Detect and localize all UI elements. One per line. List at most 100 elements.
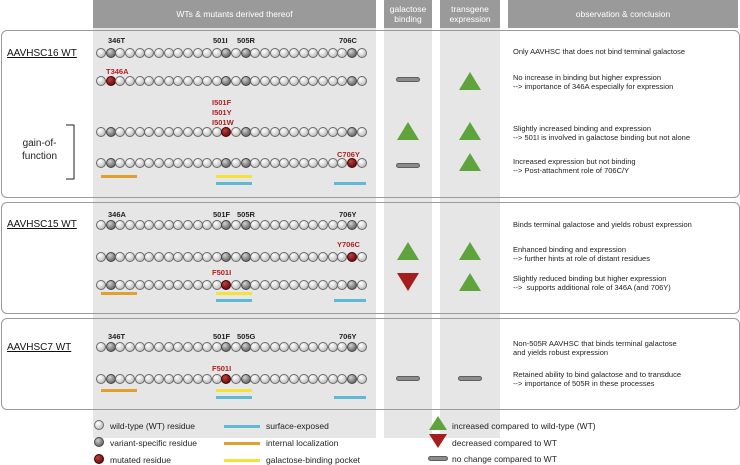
- wt-residue-bead: [279, 342, 290, 352]
- wt-residue-bead: [125, 158, 135, 168]
- variant-residue-bead: [240, 158, 251, 168]
- variant-residue-bead: [346, 220, 357, 230]
- legend-surface: surface-exposed: [266, 421, 329, 431]
- surface-bar: [334, 182, 366, 185]
- wt-residue-bead: [96, 280, 106, 290]
- pos-label: 501I: [213, 36, 228, 45]
- variant-residue-bead: [346, 342, 357, 352]
- wt-residue-bead: [279, 374, 290, 384]
- mutated-residue-bead: [105, 76, 116, 86]
- header-wts: WTs & mutants derived thereof: [93, 0, 376, 28]
- wt-residue-bead: [337, 252, 348, 262]
- wt-residue-bead: [318, 76, 328, 86]
- wt-residue-bead: [153, 252, 164, 262]
- mutated-residue-bead: [346, 158, 357, 168]
- wt-residue-bead: [337, 48, 348, 58]
- header-wts-label: WTs & mutants derived thereof: [176, 9, 293, 19]
- wt-residue-bead: [356, 127, 367, 137]
- wt-residue-bead: [308, 252, 319, 262]
- wt-residue-bead: [192, 280, 203, 290]
- wt-residue-bead: [260, 280, 271, 290]
- wt-residue-bead: [211, 374, 222, 384]
- variant-residue-bead: [240, 220, 251, 230]
- pos-label: 501F: [213, 332, 231, 341]
- variant-residue-bead: [105, 252, 116, 262]
- wts-column-bg: [93, 28, 376, 438]
- header-observation-label: observation & conclusion: [575, 9, 671, 19]
- wt-residue-bead: [308, 48, 319, 58]
- wt-residue-bead: [182, 76, 193, 86]
- variant-residue-bead: [221, 220, 232, 230]
- panel-name-aavhsc7: AAVHSC7 WT: [7, 342, 72, 353]
- variant-residue-bead: [240, 252, 251, 262]
- legend-variant-residue: variant-specific residue: [110, 438, 197, 448]
- wt-residue-bead: [182, 374, 193, 384]
- wt-residue-bead: [163, 76, 174, 86]
- wt-residue-bead: [289, 252, 299, 262]
- wt-residue-bead: [211, 252, 222, 262]
- wt-residue-bead: [356, 220, 367, 230]
- wt-residue-bead: [260, 252, 271, 262]
- pocket-bar: [216, 389, 252, 392]
- wt-residue-bead: [318, 48, 328, 58]
- variant-residue-bead: [221, 48, 232, 58]
- wt-residue-bead: [298, 127, 309, 137]
- wt-residue-bead: [96, 252, 106, 262]
- wt-residue-bead: [250, 342, 261, 352]
- wt-residue-bead: [211, 48, 222, 58]
- mutation-label: I501Y: [212, 108, 232, 117]
- wt-residue-bead: [182, 252, 193, 262]
- variant-residue-bead: [346, 280, 357, 290]
- wt-residue-bead: [269, 48, 280, 58]
- legend-internal-swatch: [224, 442, 260, 445]
- wt-residue-bead: [115, 220, 126, 230]
- wt-residue-bead: [163, 220, 174, 230]
- wt-residue-bead: [173, 342, 184, 352]
- transgene-column-bg: [440, 28, 500, 438]
- wt-residue-bead: [308, 127, 319, 137]
- pos-label: 706C: [339, 36, 357, 45]
- wt-residue-bead: [163, 127, 174, 137]
- wt-residue-bead: [96, 127, 106, 137]
- wt-residue-bead: [269, 342, 280, 352]
- mutation-label: I501W: [212, 118, 234, 127]
- wt-residue-bead: [279, 220, 290, 230]
- legend-pocket: galactose-binding pocket: [266, 455, 361, 465]
- wt-residue-bead: [250, 280, 261, 290]
- wt-residue-bead: [250, 76, 261, 86]
- wt-residue-bead: [202, 76, 213, 86]
- wt-residue-bead: [327, 76, 338, 86]
- wt-residue-bead: [163, 252, 174, 262]
- legend-mutated-residue: mutated residue: [110, 455, 171, 465]
- wt-residue-bead: [125, 76, 135, 86]
- wt-residue-bead: [298, 158, 309, 168]
- wt-residue-bead: [134, 280, 145, 290]
- wt-residue-bead: [279, 127, 290, 137]
- mutation-label: F501I: [212, 364, 232, 373]
- pos-label: 346T: [108, 36, 126, 45]
- wt-residue-bead: [318, 158, 328, 168]
- wt-residue-bead: [289, 220, 299, 230]
- header-transgene: transgene expression: [440, 0, 500, 28]
- legend-internal: internal localization: [266, 438, 339, 448]
- wt-residue-bead: [144, 252, 155, 262]
- pos-label: 346A: [108, 210, 126, 219]
- wt-residue-bead: [153, 342, 164, 352]
- wt-residue-bead: [269, 127, 280, 137]
- mutation-label: F501I: [212, 268, 232, 277]
- wt-residue-bead: [125, 374, 135, 384]
- observation-text: Slightly increased binding and expressio…: [513, 124, 690, 142]
- wt-residue-bead: [163, 342, 174, 352]
- wt-residue-bead: [298, 220, 309, 230]
- legend-wt-residue: wild-type (WT) residue: [110, 421, 196, 431]
- wt-residue-bead: [202, 158, 213, 168]
- wt-residue-bead: [182, 158, 193, 168]
- wt-residue-bead: [153, 48, 164, 58]
- wt-residue-bead: [327, 252, 338, 262]
- wt-residue-bead: [192, 252, 203, 262]
- wt-residue-bead: [269, 280, 280, 290]
- variant-residue-bead: [346, 48, 357, 58]
- wt-residue-bead: [144, 76, 155, 86]
- wt-residue-bead: [144, 280, 155, 290]
- wt-residue-bead: [192, 127, 203, 137]
